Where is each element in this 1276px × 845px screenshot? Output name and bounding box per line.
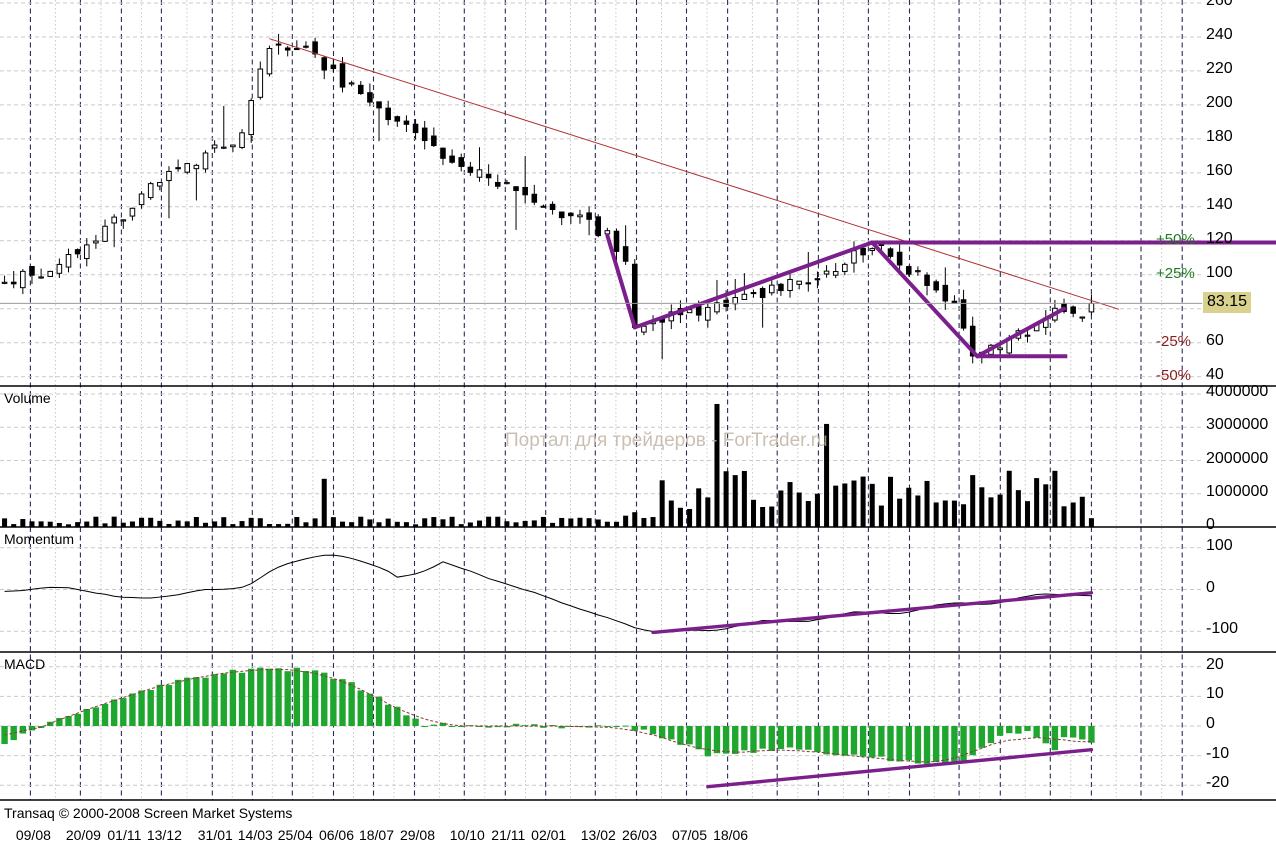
svg-text:Портал для трейдеров - ForTrad: Портал для трейдеров - ForTrader.ru [505, 430, 828, 451]
